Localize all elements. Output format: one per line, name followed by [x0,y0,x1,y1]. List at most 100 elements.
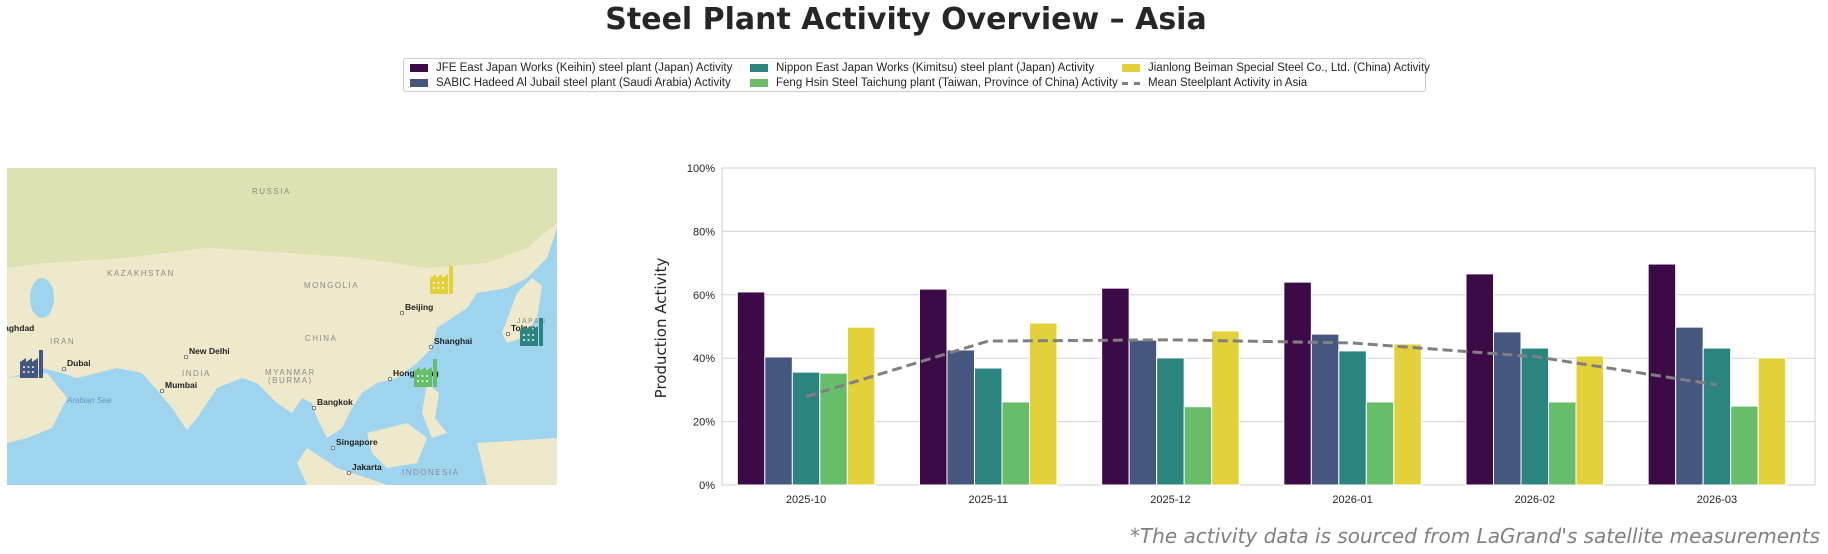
bar-2026-02-series-4 [1575,355,1604,486]
bar-2026-03-series-2 [1702,347,1732,486]
factory-window [27,371,30,373]
factory-window [23,366,25,368]
city-dot [330,445,336,451]
legend-item-nippon: Nippon East Japan Works (Kimitsu) steel … [750,62,1094,74]
bar-2025-11-series-0 [919,288,948,486]
city-dot [387,376,393,382]
map-label-india: INDIA [182,369,211,378]
map-label-arabian-sea: Arabian Sea [66,396,112,405]
factory-chimney [539,318,543,346]
city-dot [159,388,165,394]
bar-2025-11-series-3 [1001,401,1030,486]
legend-label: Mean Steelplant Activity in Asia [1148,77,1308,89]
city-label-dubai: Dubai [67,358,91,368]
factory-chimney [433,359,437,387]
bar-2026-01-series-0 [1283,281,1312,486]
factory-window [426,380,428,382]
factory-window [23,371,25,373]
bar-2026-02-series-0 [1465,273,1494,486]
legend-item-jianlong: Jianlong Beiman Special Steel Co., Ltd. … [1122,62,1430,74]
legend-label: JFE East Japan Works (Keihin) steel plan… [436,62,733,74]
land-arabia [7,373,67,443]
x-tick-label: 2025-12 [1150,494,1190,506]
city-label-mumbai: Mumbai [165,380,197,390]
factory-chimney [449,266,453,294]
footnote: *The activity data is sourced from LaGra… [1129,524,1820,548]
factory-window [532,339,534,341]
y-axis-label: Production Activity [652,257,670,399]
factory-window [442,287,444,289]
legend-swatch [410,64,428,72]
y-tick-label: 60% [693,290,715,302]
bar-2026-02-series-2 [1520,347,1549,486]
plot-frame [721,167,1816,486]
legend-item-sabic: SABIC Hadeed Al Jubail steel plant (Saud… [410,77,731,89]
legend-dash [1122,81,1140,85]
bar-2025-11-series-4 [1029,322,1058,486]
legend-item-mean: Mean Steelplant Activity in Asia [1122,77,1307,89]
legend-swatch [750,79,768,87]
y-tick-label: 100% [687,163,715,175]
bar-2026-01-series-2 [1338,350,1367,486]
bar-2025-12-series-1 [1128,339,1158,486]
bar-2025-11-series-2 [974,367,1003,486]
bar-2025-11-series-1 [946,349,975,486]
land-philippines [422,383,447,438]
bar-2025-10-series-0 [736,291,766,486]
map-label-mongolia: MONGOLIA [304,281,359,290]
x-tick-label: 2026-03 [1697,494,1737,506]
bar-2025-12-series-0 [1101,287,1130,486]
city-label-singapore: Singapore [336,437,378,447]
city-label-shanghai: Shanghai [434,336,472,346]
map-label-russia: RUSSIA [252,187,291,196]
bar-2026-01-series-3 [1365,401,1395,486]
page-title: Steel Plant Activity Overview – Asia [605,2,1207,37]
x-tick-label: 2025-11 [968,494,1008,506]
legend-label: Nippon East Japan Works (Kimitsu) steel … [776,62,1095,74]
factory-chimney [39,350,43,378]
factory-icon [430,266,453,294]
y-tick-label: 20% [693,417,715,429]
city-dot [505,331,511,337]
city-label-baghdad: Baghdad [7,323,34,333]
city-dot [61,366,67,372]
factory-window [32,371,34,373]
map-label-japan: JAPAN [517,318,547,325]
bar-2025-12-series-2 [1156,357,1185,486]
factory-icon [520,318,543,346]
factory-window [433,287,435,289]
map-label-iran: IRAN [50,337,75,346]
x-tick-label: 2025-10 [786,494,826,506]
land-new-guinea [477,438,557,485]
city-dot [346,470,352,476]
factory-window [417,380,419,382]
city-label-beijing: Beijing [405,302,433,312]
bar-2026-03-series-3 [1730,405,1759,486]
factory-window [523,339,525,341]
legend-swatch [1122,64,1140,72]
factory-window [527,339,530,341]
factory-window [426,375,428,377]
city-dot [428,344,434,350]
land-borneo [367,423,427,468]
bar-2025-12-series-3 [1183,406,1213,486]
land-sumatra-java [297,448,387,485]
map-label-myanmar: MYANMAR [265,368,316,377]
factory-window [421,380,424,382]
city-dot [399,310,405,316]
y-tick-label: 0% [699,480,715,492]
factory-window [421,375,424,377]
bar-2025-10-series-2 [791,371,821,486]
x-tick-label: 2026-01 [1332,494,1372,506]
legend-label: SABIC Hadeed Al Jubail steel plant (Saud… [436,77,731,89]
bar-2025-10-series-1 [764,356,793,486]
factory-window [523,334,525,336]
city-label-jakarta: Jakarta [352,462,382,472]
bar-2026-03-series-1 [1675,326,1704,486]
factory-window [437,282,440,284]
factory-window [437,287,440,289]
x-tick-label: 2026-02 [1515,494,1555,506]
y-tick-label: 40% [693,353,715,365]
